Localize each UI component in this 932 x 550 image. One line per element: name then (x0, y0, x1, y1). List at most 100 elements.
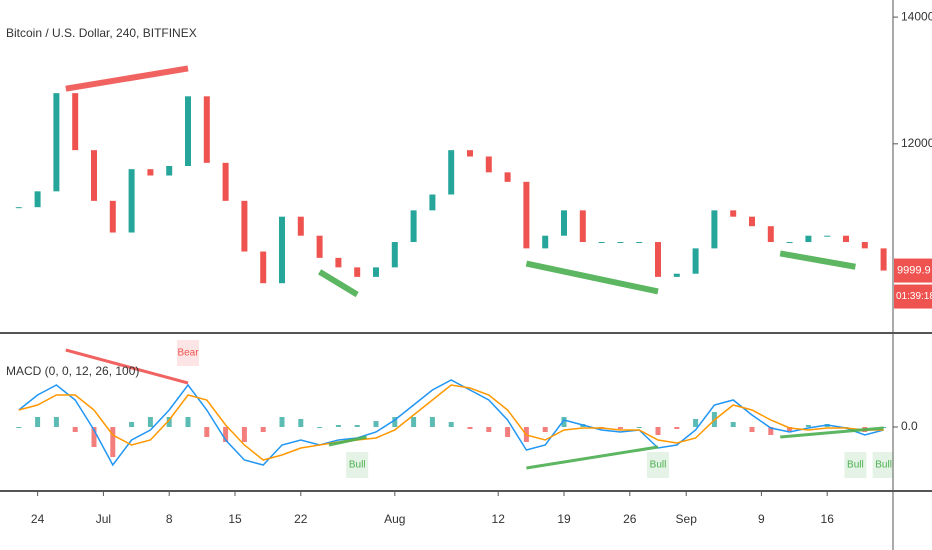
candle (824, 235, 831, 237)
candle (655, 242, 661, 277)
histogram-bar (749, 427, 755, 432)
y-tick-label: 14000.0 (901, 9, 932, 23)
x-tick-label: 9 (758, 512, 765, 526)
histogram-bar (298, 419, 304, 427)
histogram-bar (53, 417, 59, 427)
candle (749, 216, 755, 227)
countdown-label: 01:39:18 (896, 291, 932, 302)
candle (53, 93, 60, 192)
histogram-bar (129, 422, 135, 427)
candle (91, 150, 97, 201)
x-tick-label: 26 (623, 512, 637, 526)
candle (786, 242, 793, 244)
candle (711, 210, 718, 249)
candle (72, 93, 79, 151)
signal-box (177, 340, 199, 366)
candle (128, 169, 135, 233)
y-tick-label: 0.0 (901, 419, 918, 433)
candle (448, 150, 455, 195)
signal-box (872, 452, 893, 478)
candle (542, 235, 549, 249)
candle (391, 242, 398, 268)
signal-box (647, 452, 669, 478)
candle (147, 169, 154, 176)
histogram-bar (655, 427, 661, 435)
candle (166, 166, 173, 176)
histogram-bar (448, 422, 454, 427)
x-tick-label: Sep (676, 512, 698, 526)
x-tick-label: Aug (384, 512, 405, 526)
candle (730, 210, 737, 217)
x-tick-label: 16 (821, 512, 835, 526)
histogram-bar (467, 427, 473, 429)
signal-label: Bull (847, 460, 864, 471)
histogram-bar (693, 419, 699, 427)
x-tick-label: Jul (96, 512, 111, 526)
candle (692, 248, 699, 274)
histogram-bar (91, 427, 97, 447)
histogram-bar (16, 427, 22, 428)
histogram-bar (72, 427, 78, 432)
candle (636, 242, 643, 244)
histogram-bar (636, 427, 642, 428)
signal-box (346, 452, 369, 478)
plot-area: Bear Bull Bull Bull Bull (15, 65, 893, 478)
x-tick-label: 22 (294, 512, 308, 526)
histogram-bar (317, 427, 323, 428)
signal-label: Bear (177, 348, 199, 359)
candle (354, 267, 361, 277)
candle (109, 200, 116, 233)
candle (673, 273, 680, 277)
candle (34, 191, 41, 208)
candle (485, 156, 492, 173)
signal-box (844, 452, 867, 478)
candle (843, 235, 849, 243)
histogram-bar (147, 417, 153, 427)
x-tick-label: 19 (557, 512, 571, 526)
histogram-bar (335, 425, 341, 427)
signal-label: Bull (349, 460, 366, 471)
histogram-bar (223, 427, 229, 442)
candle (504, 172, 511, 182)
histogram-bar (429, 417, 435, 427)
candle (617, 242, 624, 244)
candle (297, 216, 304, 236)
candle (467, 150, 473, 157)
histogram-bar (542, 427, 548, 432)
histogram-bar (730, 422, 736, 427)
histogram-bar (561, 417, 567, 427)
macd-line (18, 384, 884, 461)
x-tick-label: 15 (228, 512, 242, 526)
candle (316, 235, 323, 258)
candle (185, 96, 191, 166)
candle (880, 248, 887, 271)
y-tick-label: 12000.0 (901, 136, 932, 150)
divergence-line (526, 445, 659, 470)
divergence-line (779, 250, 856, 270)
countdown-tag (894, 284, 932, 309)
candle (410, 210, 417, 243)
histogram-bar (185, 417, 191, 427)
divergence-line (328, 435, 367, 447)
histogram-bar (505, 427, 511, 437)
histogram-bar (354, 425, 360, 427)
last-price-tag (894, 258, 932, 283)
histogram-bar (279, 417, 285, 427)
candle (241, 200, 248, 252)
candle (15, 207, 22, 209)
chart-title: Bitcoin / U.S. Dollar, 240, BITFINEX (6, 26, 197, 40)
histogram-bar (805, 425, 811, 427)
histogram-bar (881, 427, 887, 428)
candle (203, 96, 210, 163)
candle (598, 242, 605, 244)
divergence-line (65, 65, 189, 92)
divergence-line (318, 269, 359, 298)
histogram-bar (617, 427, 623, 429)
candle (279, 216, 285, 284)
indicator-title: MACD (0, 0, 12, 26, 100) (6, 364, 139, 378)
histogram-bar (486, 427, 492, 432)
candle (260, 251, 267, 284)
divergence-line (525, 260, 659, 295)
histogram-bar (110, 427, 116, 457)
